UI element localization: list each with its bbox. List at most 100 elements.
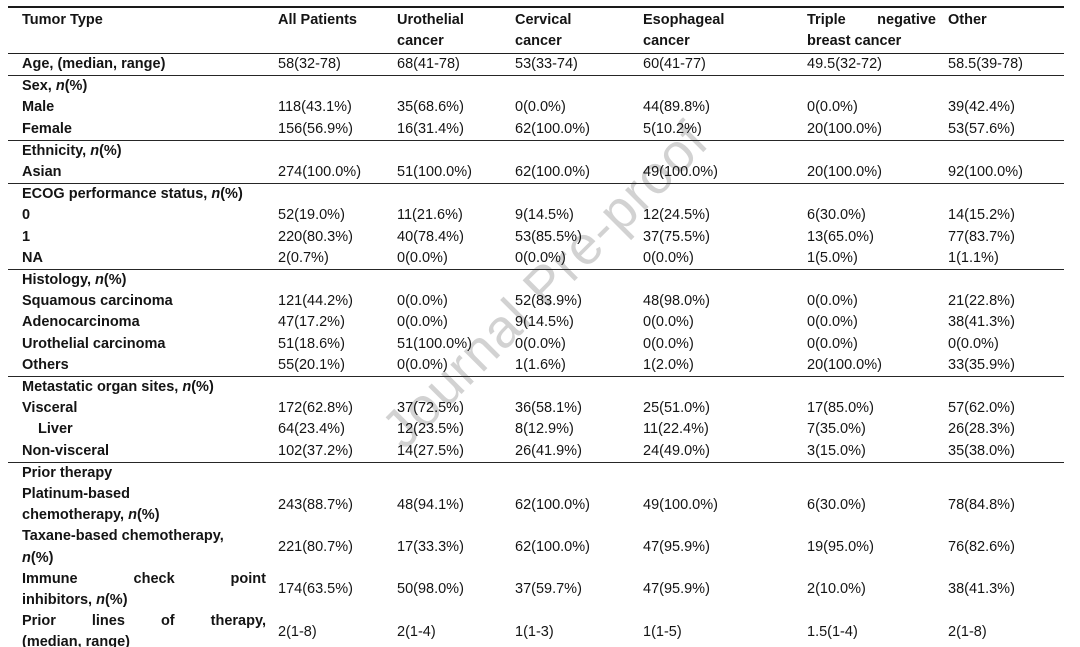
cell-value: 0(0.0%) <box>643 248 807 270</box>
text-line: 6(30.0%) <box>807 207 866 224</box>
cell-value <box>397 270 515 292</box>
text-line: 11(21.6%) <box>397 207 463 224</box>
cell-value: 16(31.4%) <box>397 119 515 141</box>
text-line: Prior lines of therapy, <box>22 613 266 630</box>
cell-value: 20(100.0%) <box>807 355 948 377</box>
row-label: Visceral <box>8 398 278 419</box>
table-row: Histology, n(%) <box>8 270 1064 292</box>
text-line: Tumor Type <box>22 12 103 28</box>
text-line: 156(56.9%) <box>278 120 353 137</box>
cell-value <box>807 270 948 292</box>
table-row: Metastatic organ sites, n(%) <box>8 377 1064 399</box>
cell-value: 19(95.0%) <box>807 526 948 568</box>
cell-value: 21(22.8%) <box>948 291 1064 312</box>
column-header-esophageal-cancer: Esophageal cancer <box>643 7 807 54</box>
cell-value: 55(20.1%) <box>278 355 397 377</box>
text-line: 1(2.0%) <box>643 356 694 373</box>
text-line: 11(22.4%) <box>643 421 709 438</box>
row-label: Female <box>8 119 278 141</box>
cell-value <box>278 377 397 399</box>
cell-value: 78(84.8%) <box>948 484 1064 526</box>
text-line: NA <box>22 249 43 266</box>
table-row: Squamous carcinoma 121(44.2%) 0(0.0%) 52… <box>8 291 1064 312</box>
cell-value: 62(100.0%) <box>515 526 643 568</box>
text-line: 47(95.9%) <box>643 539 710 556</box>
text-line: Cervical <box>515 12 572 28</box>
text-line: 0(0.0%) <box>807 293 858 310</box>
cell-value: 58(32-78) <box>278 54 397 76</box>
table-row: 0 52(19.0%) 11(21.6%) 9(14.5%) 12(24.5%)… <box>8 205 1064 226</box>
text-line: Liver <box>38 421 73 438</box>
table-row: Immune check point inhibitors, n(%) 174(6… <box>8 569 1064 611</box>
text-line: 57(62.0%) <box>948 400 1015 417</box>
cell-value: 12(24.5%) <box>643 205 807 226</box>
cell-value: 0(0.0%) <box>397 312 515 333</box>
table-row: Taxane-based chemotherapy, n(%) 221(80.7%… <box>8 526 1064 568</box>
column-header-tumor-type: Tumor Type <box>8 7 278 54</box>
table-row: NA 2(0.7%) 0(0.0%) 0(0.0%) 0(0.0%) 1(5.0… <box>8 248 1064 270</box>
cell-value <box>948 140 1064 162</box>
text-line: Male <box>22 99 55 116</box>
cell-value: 50(98.0%) <box>397 569 515 611</box>
text-line: 17(33.3%) <box>397 539 464 556</box>
cell-value: 5(10.2%) <box>643 119 807 141</box>
cell-value <box>643 377 807 399</box>
cell-value: 37(59.7%) <box>515 569 643 611</box>
text-line: 0(0.0%) <box>643 249 694 266</box>
cell-value: 77(83.7%) <box>948 227 1064 248</box>
text-line: 51(18.6%) <box>278 335 345 352</box>
text-line: 2(1-8) <box>278 623 317 640</box>
text-line: Age, (median, range) <box>22 56 166 72</box>
text-line: (median, range) <box>22 634 130 647</box>
text-line: 174(63.5%) <box>278 581 353 598</box>
text-line: chemotherapy, n(%) <box>22 507 160 524</box>
cell-value: 3(15.0%) <box>807 441 948 463</box>
text-line: 20(100.0%) <box>807 356 882 373</box>
text-line: Metastatic organ sites, n(%) <box>22 379 214 396</box>
table-row: Liver 64(23.4%) 12(23.5%) 8(12.9%) 11(22… <box>8 419 1064 440</box>
text-line: 62(100.0%) <box>515 539 590 556</box>
table-row: Female 156(56.9%) 16(31.4%) 62(100.0%) 5… <box>8 119 1064 141</box>
text-line: cancer <box>515 33 562 49</box>
cell-value <box>515 270 643 292</box>
cell-value <box>515 462 643 484</box>
table-header: Tumor Type All Patients Urothelial cancer… <box>8 7 1064 54</box>
column-header-tnbc: Triple negative breast cancer <box>807 7 948 54</box>
text-line: 48(98.0%) <box>643 293 710 310</box>
text-line: 37(59.7%) <box>515 581 582 598</box>
cell-value: 24(49.0%) <box>643 441 807 463</box>
cell-value: 51(100.0%) <box>397 334 515 355</box>
text-line: 9(14.5%) <box>515 207 574 224</box>
cell-value: 48(98.0%) <box>643 291 807 312</box>
table-body: Age, (median, range) 58(32-78) 68(41-78)… <box>8 54 1064 647</box>
row-label: 1 <box>8 227 278 248</box>
row-label: Urothelial carcinoma <box>8 334 278 355</box>
text-line: 0(0.0%) <box>643 335 694 352</box>
text-line: Asian <box>22 164 62 181</box>
cell-value: 49(100.0%) <box>643 162 807 184</box>
text-line: Ethnicity, n(%) <box>22 142 122 159</box>
text-line: 49(100.0%) <box>643 496 718 513</box>
cell-value: 172(62.8%) <box>278 398 397 419</box>
cell-value: 68(41-78) <box>397 54 515 76</box>
cell-value: 0(0.0%) <box>397 248 515 270</box>
cell-value <box>515 377 643 399</box>
text-line: 1(1-5) <box>643 623 682 640</box>
table-row: ECOG performance status, n(%) <box>8 184 1064 206</box>
cell-value: 0(0.0%) <box>515 334 643 355</box>
text-line: Platinum-based <box>22 486 130 503</box>
text-line: ECOG performance status, n(%) <box>22 186 243 203</box>
row-label: Asian <box>8 162 278 184</box>
text-line: 220(80.3%) <box>278 228 353 245</box>
cell-value: 274(100.0%) <box>278 162 397 184</box>
row-label: ECOG performance status, n(%) <box>8 184 278 206</box>
text-line: 68(41-78) <box>397 56 460 72</box>
text-line: 1(5.0%) <box>807 249 858 266</box>
cell-value: 8(12.9%) <box>515 419 643 440</box>
text-line: Prior therapy <box>22 464 113 481</box>
text-line: 6(30.0%) <box>807 496 866 513</box>
text-line: 0(0.0%) <box>515 249 566 266</box>
cell-value <box>948 184 1064 206</box>
text-line: 221(80.7%) <box>278 539 353 556</box>
